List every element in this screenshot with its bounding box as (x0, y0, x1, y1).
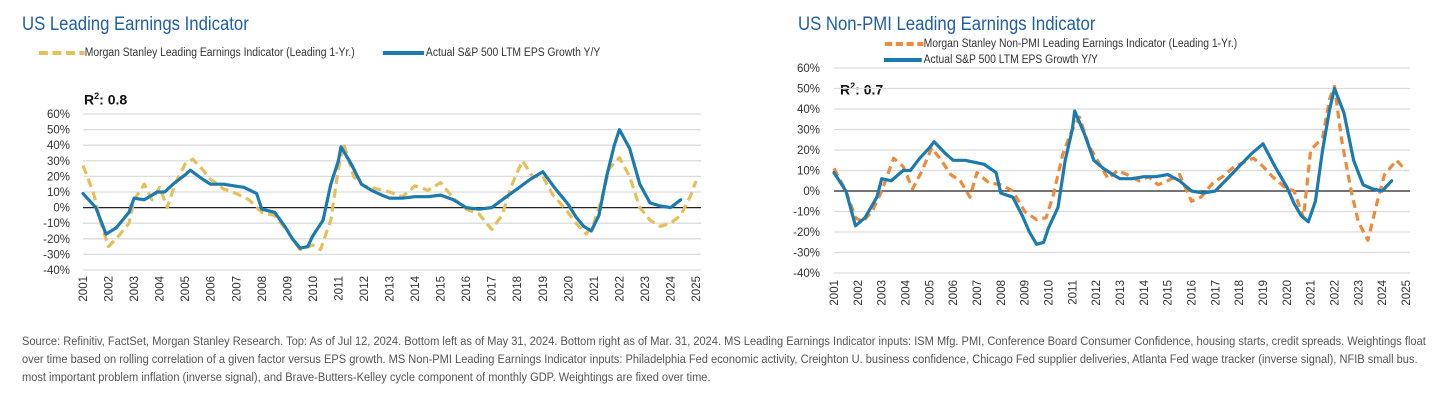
y-tick-label: 10% (797, 166, 820, 178)
x-tick-label: 2023 (1353, 280, 1365, 306)
x-tick-label: 2001 (829, 280, 841, 306)
x-tick-label: 2014 (1139, 279, 1151, 305)
x-tick-label: 2018 (1234, 280, 1246, 306)
legend-swatch-dashed-gold (38, 51, 85, 55)
x-tick-label: 2009 (1020, 280, 1032, 306)
x-tick-label: 2021 (589, 276, 601, 302)
x-tick-label: 2023 (640, 276, 652, 302)
x-tick-label: 2024 (665, 275, 677, 301)
x-tick-label: 2004 (155, 275, 167, 301)
x-tick-label: 2015 (1163, 280, 1175, 306)
legend-swatch-dashed-orange (884, 42, 924, 46)
x-tick-label: 2010 (1044, 280, 1056, 306)
x-tick-label: 2025 (691, 276, 703, 302)
legend-item-ms-indicator: Morgan Stanley Leading Earnings Indicato… (38, 47, 355, 59)
left-chart-title: US Leading Earnings Indicator (22, 14, 249, 35)
right-r2-annotation: R2: 0.7 (840, 81, 884, 98)
x-tick-label: 2006 (206, 276, 218, 302)
y-tick-label: 0% (53, 203, 70, 215)
x-tick-label: 2018 (512, 276, 524, 302)
x-tick-label: 2016 (1187, 280, 1199, 306)
x-tick-label: 2012 (1091, 280, 1103, 306)
x-tick-label: 2014 (410, 275, 422, 301)
y-tick-label: -40% (43, 265, 70, 277)
legend-swatch-solid-blue (884, 58, 922, 62)
y-tick-label: 40% (47, 140, 70, 152)
x-tick-label: 2015 (436, 276, 448, 302)
legend-swatch-solid-blue (382, 51, 425, 55)
x-tick-label: 2017 (487, 276, 499, 302)
y-tick-label: 20% (47, 171, 70, 183)
legend-label: Morgan Stanley Leading Earnings Indicato… (84, 47, 355, 59)
x-tick-label: 2022 (1330, 280, 1342, 306)
y-tick-label: 10% (47, 187, 70, 199)
y-tick-label: -10% (793, 207, 820, 219)
left-chart-plot: 60% 50% 40% 30% 20% 10% 0% -10% -20% -30% -40% 2001… (43, 109, 703, 302)
y-tick-label: -20% (43, 234, 70, 246)
y-tick-label: 20% (797, 145, 820, 157)
series-line-actual-eps (832, 86, 1394, 246)
left-r2-annotation: R2: 0.8 (84, 91, 128, 108)
x-tick-label: 2001 (78, 276, 90, 302)
x-tick-label: 2019 (538, 276, 550, 302)
y-tick-label: -20% (793, 227, 820, 239)
x-tick-label: 2008 (257, 276, 269, 302)
y-tick-label: 50% (47, 125, 70, 137)
x-tick-label: 2012 (359, 276, 371, 302)
x-tick-label: 2007 (972, 280, 984, 306)
y-tick-label: 30% (47, 156, 70, 168)
x-tick-label: 2009 (282, 276, 294, 302)
x-tick-label: 2003 (129, 276, 141, 302)
y-tick-label: -10% (43, 218, 70, 230)
right-chart-plot: 60% 50% 40% 30% 20% 10% 0% -10% -20% -30% -40% 2001… (793, 63, 1413, 306)
y-tick-label: -30% (793, 248, 820, 260)
x-tick-label: 2008 (996, 280, 1008, 306)
left-chart-legend: Morgan Stanley Leading Earnings Indicato… (38, 47, 625, 59)
y-tick-label: 0% (803, 186, 820, 198)
y-tick-label: 50% (797, 84, 820, 96)
x-tick-label: 2013 (385, 276, 397, 302)
x-tick-label: 2019 (1258, 280, 1270, 306)
y-tick-label: 40% (797, 104, 820, 116)
x-tick-label: 2020 (1282, 280, 1294, 306)
legend-item-actual-eps: Actual S&P 500 LTM EPS Growth Y/Y (382, 47, 601, 59)
x-tick-label: 2013 (1115, 280, 1127, 306)
legend-label: Actual S&P 500 LTM EPS Growth Y/Y (425, 47, 601, 59)
series-line-ms-indicator (81, 142, 698, 252)
y-tick-label: 60% (797, 63, 820, 75)
legend-item-ms-nonpmi-indicator: Morgan Stanley Non-PMI Leading Earnings … (884, 36, 1237, 52)
legend-label: Actual S&P 500 LTM EPS Growth Y/Y (923, 54, 1098, 66)
x-tick-label: 2020 (563, 276, 575, 302)
source-footnote: Source: Refinitiv, FactSet, Morgan Stanl… (22, 334, 1426, 384)
x-tick-label: 2003 (877, 280, 889, 306)
x-tick-label: 2010 (308, 276, 320, 302)
x-tick-label: 2002 (104, 276, 116, 302)
series-line-actual-eps (81, 128, 683, 250)
x-tick-label: 2005 (924, 280, 936, 306)
y-tick-label: 30% (797, 125, 820, 137)
x-tick-label: 2022 (614, 276, 626, 302)
y-tick-label: -30% (43, 249, 70, 261)
y-tick-label: 60% (47, 109, 70, 121)
x-tick-label: 2002 (853, 280, 865, 306)
x-tick-label: 2021 (1306, 280, 1318, 306)
legend-label: Morgan Stanley Non-PMI Leading Earnings … (923, 38, 1238, 50)
x-tick-label: 2007 (231, 276, 243, 302)
x-tick-label: 2006 (948, 280, 960, 306)
x-tick-label: 2011 (1067, 280, 1079, 305)
right-chart-legend: Morgan Stanley Non-PMI Leading Earnings … (884, 36, 1262, 68)
x-tick-label: 2024 (1377, 279, 1389, 305)
x-tick-label: 2016 (461, 276, 473, 302)
series-line-ms-indicator (832, 84, 1408, 242)
x-tick-label: 2011 (333, 276, 345, 301)
right-chart-title: US Non-PMI Leading Earnings Indicator (798, 14, 1096, 35)
x-tick-label: 2004 (901, 279, 913, 305)
y-tick-label: -40% (793, 268, 820, 280)
x-tick-label: 2017 (1210, 280, 1222, 306)
x-tick-label: 2005 (180, 276, 192, 302)
x-tick-label: 2025 (1401, 280, 1413, 306)
legend-item-actual-eps: Actual S&P 500 LTM EPS Growth Y/Y (884, 52, 1098, 68)
